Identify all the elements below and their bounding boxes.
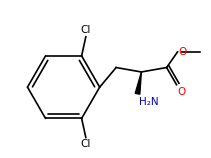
Polygon shape — [135, 72, 141, 94]
Text: O: O — [178, 47, 187, 57]
Text: Cl: Cl — [81, 139, 91, 149]
Text: O: O — [177, 87, 186, 97]
Text: H₂N: H₂N — [139, 97, 158, 106]
Text: Cl: Cl — [81, 25, 91, 35]
